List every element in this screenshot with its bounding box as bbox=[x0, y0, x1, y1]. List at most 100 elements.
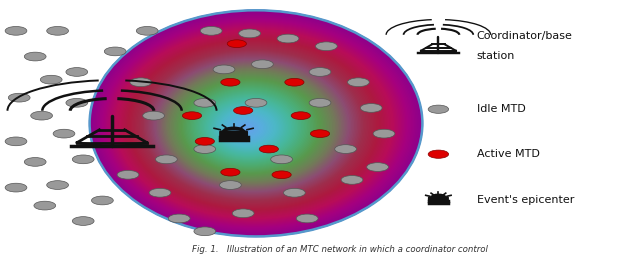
Circle shape bbox=[220, 181, 241, 189]
Circle shape bbox=[285, 78, 304, 86]
Ellipse shape bbox=[195, 90, 303, 164]
Ellipse shape bbox=[129, 40, 378, 209]
Ellipse shape bbox=[190, 86, 310, 167]
Ellipse shape bbox=[223, 111, 273, 145]
Circle shape bbox=[360, 104, 382, 112]
Ellipse shape bbox=[241, 125, 252, 132]
Ellipse shape bbox=[193, 88, 307, 166]
Ellipse shape bbox=[108, 24, 402, 224]
Ellipse shape bbox=[194, 89, 305, 164]
Ellipse shape bbox=[90, 10, 422, 236]
Circle shape bbox=[200, 26, 222, 35]
Circle shape bbox=[168, 214, 190, 223]
Ellipse shape bbox=[207, 99, 291, 155]
Ellipse shape bbox=[150, 56, 355, 195]
Ellipse shape bbox=[121, 34, 387, 215]
Ellipse shape bbox=[209, 100, 289, 154]
Ellipse shape bbox=[105, 22, 405, 226]
Ellipse shape bbox=[184, 81, 317, 172]
Circle shape bbox=[296, 214, 318, 223]
Ellipse shape bbox=[130, 41, 377, 209]
Circle shape bbox=[309, 98, 331, 107]
Circle shape bbox=[195, 137, 214, 145]
Ellipse shape bbox=[91, 11, 421, 235]
Ellipse shape bbox=[113, 28, 396, 220]
Ellipse shape bbox=[206, 98, 292, 156]
Circle shape bbox=[34, 201, 56, 210]
Ellipse shape bbox=[127, 39, 380, 210]
Ellipse shape bbox=[180, 78, 321, 174]
Ellipse shape bbox=[216, 106, 280, 149]
Ellipse shape bbox=[211, 102, 286, 153]
Circle shape bbox=[221, 168, 240, 176]
Ellipse shape bbox=[102, 20, 408, 227]
Ellipse shape bbox=[93, 13, 418, 234]
Ellipse shape bbox=[201, 94, 298, 160]
Ellipse shape bbox=[224, 112, 271, 144]
Ellipse shape bbox=[175, 74, 327, 178]
Ellipse shape bbox=[132, 43, 374, 207]
Ellipse shape bbox=[126, 38, 381, 211]
Circle shape bbox=[8, 93, 30, 102]
Ellipse shape bbox=[164, 67, 339, 185]
Ellipse shape bbox=[97, 16, 413, 231]
Ellipse shape bbox=[171, 71, 332, 181]
Circle shape bbox=[104, 47, 126, 56]
Ellipse shape bbox=[228, 115, 267, 141]
Ellipse shape bbox=[179, 77, 323, 175]
Circle shape bbox=[310, 130, 330, 137]
Circle shape bbox=[221, 78, 240, 86]
Ellipse shape bbox=[156, 61, 348, 191]
Ellipse shape bbox=[92, 12, 419, 235]
Circle shape bbox=[5, 26, 27, 35]
Ellipse shape bbox=[240, 124, 253, 133]
Circle shape bbox=[47, 181, 68, 189]
Ellipse shape bbox=[112, 27, 397, 221]
Circle shape bbox=[232, 209, 254, 218]
Circle shape bbox=[72, 217, 94, 225]
Ellipse shape bbox=[155, 60, 349, 191]
Ellipse shape bbox=[160, 63, 343, 188]
Circle shape bbox=[156, 155, 177, 164]
Ellipse shape bbox=[140, 48, 367, 202]
Ellipse shape bbox=[173, 73, 328, 179]
Ellipse shape bbox=[125, 37, 383, 212]
Ellipse shape bbox=[134, 44, 372, 206]
Ellipse shape bbox=[196, 91, 302, 163]
Ellipse shape bbox=[143, 51, 362, 199]
Ellipse shape bbox=[172, 72, 330, 180]
Ellipse shape bbox=[202, 95, 296, 159]
Ellipse shape bbox=[154, 59, 351, 192]
Circle shape bbox=[234, 107, 253, 114]
Ellipse shape bbox=[117, 31, 392, 217]
Circle shape bbox=[284, 188, 305, 197]
Circle shape bbox=[149, 188, 171, 197]
Ellipse shape bbox=[109, 25, 401, 223]
Circle shape bbox=[40, 75, 62, 84]
Ellipse shape bbox=[221, 110, 275, 145]
Circle shape bbox=[182, 112, 202, 120]
Ellipse shape bbox=[107, 23, 403, 225]
Ellipse shape bbox=[235, 120, 260, 136]
Circle shape bbox=[271, 155, 292, 164]
Ellipse shape bbox=[159, 62, 345, 189]
Ellipse shape bbox=[191, 87, 308, 166]
Ellipse shape bbox=[124, 36, 384, 213]
Circle shape bbox=[31, 111, 52, 120]
Ellipse shape bbox=[220, 109, 276, 146]
Ellipse shape bbox=[185, 82, 316, 171]
Ellipse shape bbox=[243, 126, 251, 131]
Text: station: station bbox=[477, 51, 515, 61]
Circle shape bbox=[239, 29, 260, 38]
Ellipse shape bbox=[225, 113, 270, 143]
Ellipse shape bbox=[198, 92, 301, 162]
Circle shape bbox=[373, 129, 395, 138]
Ellipse shape bbox=[170, 70, 333, 181]
Ellipse shape bbox=[239, 123, 255, 134]
Ellipse shape bbox=[99, 17, 412, 230]
Ellipse shape bbox=[214, 104, 283, 151]
Ellipse shape bbox=[204, 96, 295, 158]
Circle shape bbox=[66, 68, 88, 76]
Ellipse shape bbox=[96, 15, 415, 232]
Ellipse shape bbox=[219, 108, 277, 147]
